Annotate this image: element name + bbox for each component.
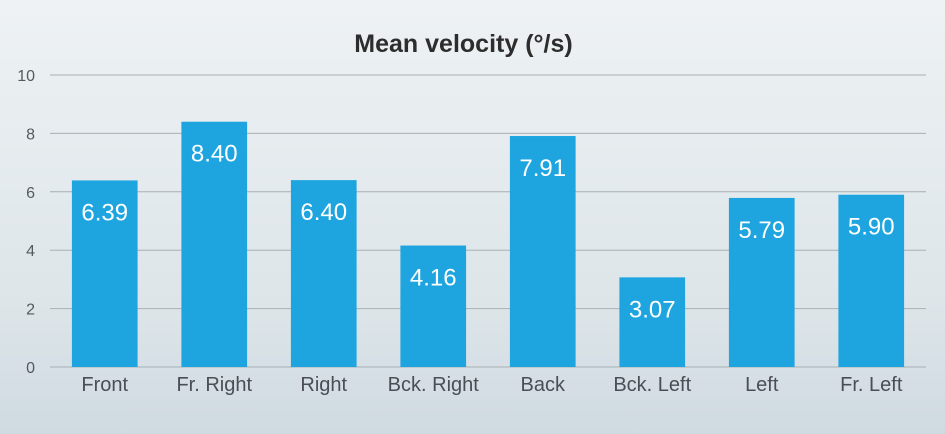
- data-label-7: 5.90: [848, 214, 895, 241]
- bar-2: [290, 180, 357, 367]
- data-label-5: 3.07: [629, 296, 676, 323]
- x-tick-label-6: Left: [745, 374, 779, 396]
- bar-7: [838, 194, 905, 367]
- data-label-2: 6.40: [300, 199, 347, 226]
- data-label-6: 5.79: [738, 217, 785, 244]
- x-tick-label-5: Bck. Left: [613, 374, 691, 396]
- y-tick-label-6: 6: [26, 185, 35, 202]
- bar-0: [71, 180, 138, 367]
- y-tick-label-8: 8: [26, 126, 35, 143]
- y-tick-label-10: 10: [17, 68, 35, 85]
- x-tick-label-4: Back: [521, 374, 566, 396]
- data-label-0: 6.39: [81, 199, 128, 226]
- y-tick-label-0: 0: [26, 360, 35, 377]
- y-tick-label-4: 4: [26, 243, 35, 260]
- x-tick-label-0: Front: [81, 374, 128, 396]
- chart-title: Mean velocity (°/s): [354, 30, 573, 58]
- bar-3: [400, 245, 467, 367]
- bar-6: [728, 197, 795, 367]
- data-label-3: 4.16: [410, 265, 457, 292]
- bar-4: [509, 136, 576, 367]
- x-tick-label-3: Bck. Right: [388, 374, 480, 396]
- x-tick-label-2: Right: [300, 374, 347, 396]
- x-tick-label-7: Fr. Left: [840, 374, 903, 396]
- y-tick-label-2: 2: [26, 302, 35, 319]
- data-label-4: 7.91: [519, 155, 566, 182]
- data-label-1: 8.40: [191, 141, 238, 168]
- bar-5: [619, 277, 686, 367]
- bar-1: [181, 121, 248, 367]
- x-tick-label-1: Fr. Right: [176, 374, 252, 396]
